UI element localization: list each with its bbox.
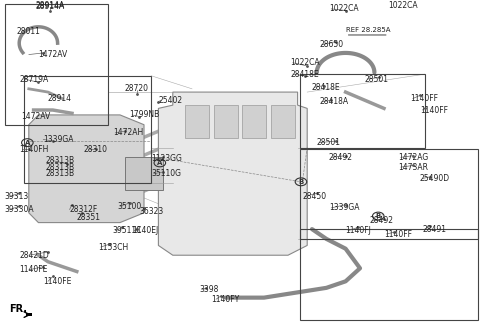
Polygon shape (158, 92, 307, 255)
Text: 1472AH: 1472AH (113, 129, 143, 137)
Bar (5, 4, 108, 125)
Text: B: B (299, 179, 303, 185)
Text: A: A (24, 140, 30, 146)
Text: 3398: 3398 (199, 285, 218, 294)
Text: 1140FJ: 1140FJ (346, 226, 372, 235)
Text: 39330A: 39330A (5, 205, 35, 214)
Text: 28310: 28310 (84, 145, 108, 154)
Text: 1123GG: 1123GG (151, 154, 182, 164)
Text: 1153CH: 1153CH (98, 243, 129, 251)
Polygon shape (125, 157, 163, 190)
Text: 28418E: 28418E (312, 83, 341, 92)
Text: 1140FF: 1140FF (410, 94, 438, 103)
Text: 1339GA: 1339GA (43, 135, 74, 144)
Bar (271, 105, 295, 138)
Bar (242, 105, 266, 138)
Text: 1022CA: 1022CA (329, 4, 359, 13)
Text: 39313: 39313 (5, 192, 29, 201)
Text: 25490D: 25490D (420, 174, 450, 183)
Bar (300, 149, 478, 239)
Bar (24, 76, 151, 183)
Text: 28719A: 28719A (19, 75, 48, 83)
Text: 28450: 28450 (302, 192, 326, 201)
Text: 39511C: 39511C (113, 226, 142, 235)
Bar (185, 105, 209, 138)
Text: 28914A: 28914A (36, 1, 65, 10)
Text: 1472AG: 1472AG (398, 153, 429, 162)
Text: 1022CA: 1022CA (388, 1, 418, 10)
Text: 36323: 36323 (139, 207, 164, 216)
Text: 28313B: 28313B (46, 169, 75, 178)
Text: 28501: 28501 (317, 138, 341, 147)
Text: 1140FH: 1140FH (19, 145, 48, 154)
Text: 1472AV: 1472AV (38, 50, 68, 59)
Text: 28650: 28650 (319, 40, 343, 49)
Text: 28914A: 28914A (36, 2, 65, 11)
Text: 28492: 28492 (370, 216, 394, 225)
Text: REF 28.285A: REF 28.285A (346, 27, 390, 33)
Text: 28492: 28492 (329, 153, 353, 162)
Text: 1799NB: 1799NB (130, 111, 160, 119)
Text: 28011: 28011 (17, 27, 41, 36)
Text: 28312F: 28312F (70, 205, 98, 214)
Bar (300, 74, 425, 147)
Text: 28421D: 28421D (19, 251, 49, 260)
Text: 35110G: 35110G (151, 169, 181, 178)
Text: 28914: 28914 (48, 94, 72, 103)
Text: 1140FE: 1140FE (43, 277, 72, 286)
Bar (214, 105, 238, 138)
Text: 28351: 28351 (77, 213, 101, 222)
Bar (26, 313, 32, 316)
Text: B: B (376, 213, 381, 219)
Text: 1140FF: 1140FF (420, 106, 448, 114)
Text: 28418A: 28418A (319, 97, 348, 106)
Text: 28491: 28491 (422, 225, 446, 233)
Text: 28501: 28501 (365, 75, 389, 83)
Text: 28720: 28720 (125, 84, 149, 93)
Text: 28313B: 28313B (46, 163, 75, 172)
Text: 28418E: 28418E (290, 70, 319, 78)
Bar (300, 229, 478, 320)
Text: A: A (157, 160, 163, 166)
Text: 1022CA: 1022CA (290, 58, 320, 67)
Polygon shape (29, 115, 144, 223)
Text: 25402: 25402 (158, 96, 182, 105)
Text: 1140EJ: 1140EJ (132, 226, 158, 235)
Text: 1140FE: 1140FE (19, 266, 48, 274)
Text: 28313B: 28313B (46, 156, 75, 165)
Text: 1473AR: 1473AR (398, 163, 428, 172)
Text: FR.: FR. (10, 304, 28, 314)
Text: 1339GA: 1339GA (329, 203, 360, 213)
Text: 1140FY: 1140FY (211, 295, 240, 304)
Text: 1140FF: 1140FF (384, 230, 412, 238)
Text: 35100: 35100 (118, 202, 142, 211)
Text: 1472AV: 1472AV (22, 112, 51, 121)
